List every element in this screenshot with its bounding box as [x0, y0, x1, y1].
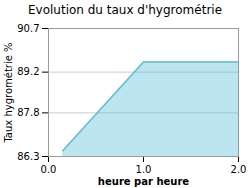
svg-text:89.2: 89.2 — [17, 66, 39, 77]
svg-text:0.0: 0.0 — [41, 164, 57, 175]
svg-text:heure par heure: heure par heure — [98, 176, 189, 187]
svg-text:Taux hygrométrie %: Taux hygrométrie % — [3, 42, 14, 143]
svg-text:2.0: 2.0 — [231, 164, 247, 175]
svg-text:90.7: 90.7 — [17, 23, 39, 34]
svg-text:86.3: 86.3 — [17, 151, 39, 162]
html-text:Evolution du taux d'hygrométri: Evolution du taux d'hygrométrie — [28, 3, 222, 17]
svg-text:87.8: 87.8 — [17, 107, 39, 118]
svg-text:1.0: 1.0 — [136, 164, 152, 175]
